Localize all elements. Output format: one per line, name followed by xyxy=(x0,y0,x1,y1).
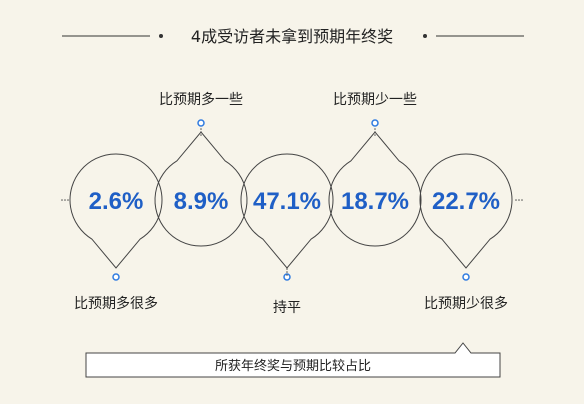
marker-2 xyxy=(283,273,291,281)
footer-group: 所获年终奖与预期比较占比 xyxy=(85,342,501,378)
title-dot-left xyxy=(159,34,163,38)
value-label-4: 22.7% xyxy=(432,188,500,215)
category-label-2: 持平 xyxy=(273,300,301,316)
category-label-4: 比预期少很多 xyxy=(424,295,508,312)
value-label-0: 2.6% xyxy=(89,188,144,215)
footer-box xyxy=(85,342,501,378)
value-label-1: 8.9% xyxy=(174,188,229,215)
marker-0 xyxy=(112,273,120,281)
leader-right xyxy=(515,199,523,201)
bubble-3 xyxy=(328,131,422,247)
marker-4 xyxy=(462,273,470,281)
leader-top-1-dot xyxy=(200,134,202,136)
leader-left-dot xyxy=(67,199,69,201)
leader-top-1-dot xyxy=(200,131,202,133)
leader-center xyxy=(286,268,288,276)
leader-top-3 xyxy=(374,128,376,136)
leader-right-dot xyxy=(521,199,523,201)
value-label-2: 47.1% xyxy=(253,188,321,215)
footer-label: 所获年终奖与预期比较占比 xyxy=(215,358,371,374)
leader-top-1-dot xyxy=(200,128,202,130)
leader-top-3-dot xyxy=(374,128,376,130)
leader-left-dot xyxy=(64,199,66,201)
leader-right-dot xyxy=(518,199,520,201)
bubble-2 xyxy=(240,153,334,269)
leader-top-3-dot xyxy=(374,134,376,136)
bubble-series: 2.6% 比预期多很多 8.9% 比预期多一些 47.1% 持平 18.7% 比预期少一些 22… xyxy=(61,91,523,316)
marker-1 xyxy=(197,119,205,127)
category-label-3: 比预期少一些 xyxy=(333,92,417,108)
value-label-3: 18.7% xyxy=(341,188,409,215)
bubble-1 xyxy=(154,131,248,247)
category-label-1: 比预期多一些 xyxy=(159,91,243,108)
leader-center-dot xyxy=(286,271,288,273)
leader-center-dot xyxy=(286,268,288,270)
leader-top-1 xyxy=(200,128,202,136)
category-label-0: 比预期多很多 xyxy=(74,295,158,312)
bubble-0 xyxy=(69,153,163,269)
bubble-4 xyxy=(419,153,513,269)
title-group: 4成受访者未拿到预期年终奖 xyxy=(62,27,524,46)
marker-3 xyxy=(371,119,379,127)
leader-left xyxy=(61,199,69,201)
leader-center-dot xyxy=(286,274,288,276)
title-dot-right xyxy=(423,34,427,38)
leader-left-dot xyxy=(61,199,63,201)
chart-title: 4成受访者未拿到预期年终奖 xyxy=(191,27,393,46)
leader-right-dot xyxy=(515,199,517,201)
leader-top-3-dot xyxy=(374,131,376,133)
